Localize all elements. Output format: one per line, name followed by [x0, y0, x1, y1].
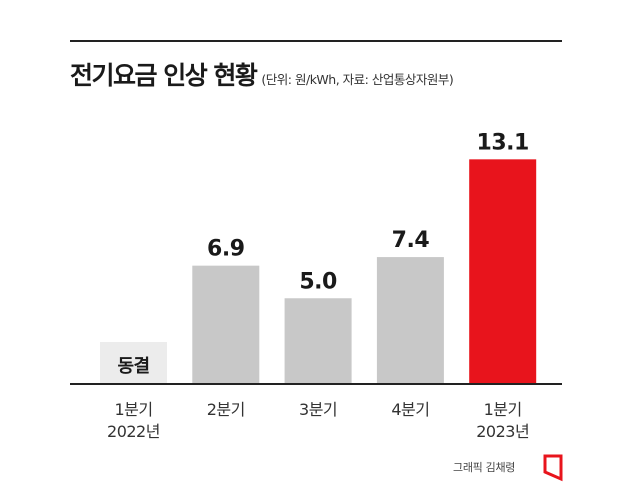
data-label: 13.1 [477, 130, 529, 155]
x-tick-label: 2분기 [207, 400, 245, 419]
bar [192, 265, 260, 384]
annotation-label: 동결 [117, 356, 149, 377]
bar [376, 257, 444, 384]
publisher-logo-icon [543, 454, 563, 482]
top-rule [70, 40, 562, 42]
data-label: 7.4 [392, 228, 430, 253]
x-tick-label: 2022년 [107, 422, 160, 441]
graphic-credit: 그래픽 김채령 [453, 461, 516, 474]
bar-flat-marker [100, 342, 167, 384]
bar [469, 159, 537, 384]
chart-title: 전기요금 인상 현황 [70, 61, 258, 90]
data-label: 6.9 [207, 237, 244, 262]
x-tick-label: 1분기 [484, 400, 522, 419]
x-tick-label: 2023년 [476, 422, 529, 441]
bar [284, 298, 352, 384]
data-label: 5.0 [299, 269, 337, 294]
x-tick-label: 3분기 [299, 400, 337, 419]
title-row: 전기요금 인상 현황 (단위: 원/kWh, 자료: 산업통상자원부) [70, 56, 454, 92]
x-tick-label: 4분기 [391, 400, 429, 419]
chart-subtitle: (단위: 원/kWh, 자료: 산업통상자원부) [261, 72, 454, 87]
x-tick-label: 1분기 [114, 400, 152, 419]
